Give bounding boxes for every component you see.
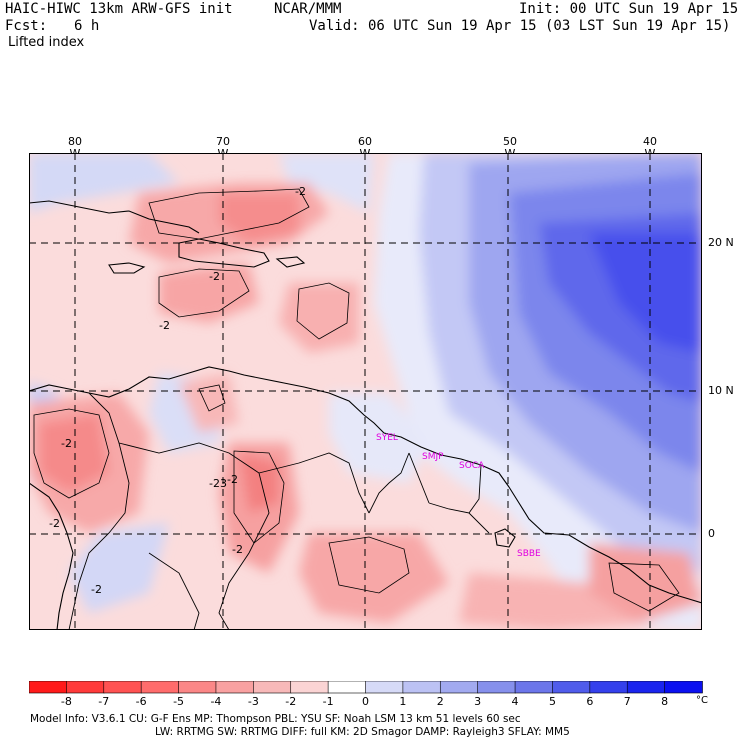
contour-label: -2 — [295, 185, 306, 198]
station-sbbe: SBBE — [517, 549, 541, 559]
color-swatch — [589, 681, 629, 694]
color-scale-tick: 8 — [661, 695, 668, 708]
puerto-rico-coast — [275, 256, 306, 268]
lat-label-10n: 10 N — [708, 384, 734, 397]
color-scale-tick: 5 — [549, 695, 556, 708]
model-info-line-1: Model Info: V3.6.1 CU: G-F Ens MP: Thomp… — [30, 713, 521, 725]
contour-label: -2 — [159, 319, 170, 332]
forecast-label: Fcst: — [5, 18, 48, 34]
contour-label: -2 — [209, 270, 220, 283]
color-scale-tick: -5 — [173, 695, 184, 708]
color-swatch — [29, 681, 68, 694]
color-scale-tick: -4 — [210, 695, 221, 708]
color-scale-unit: °C — [696, 695, 708, 706]
coastlines — [29, 200, 702, 630]
color-scale-tick: 1 — [399, 695, 406, 708]
hispaniola-coast — [178, 238, 270, 268]
map-border — [29, 153, 702, 630]
lat-label-20n: 20 N — [708, 236, 734, 249]
color-scale: -8 -7 -6 -5 -4 -3 -2 -1 0 1 2 3 4 5 6 7 8 °C — [29, 681, 708, 708]
station-smjp: SMJP — [422, 452, 444, 462]
color-scale-tick: -7 — [98, 695, 109, 708]
color-swatch — [552, 681, 591, 694]
organization-label: NCAR/MMM — [274, 1, 342, 17]
color-swatch — [140, 681, 180, 694]
color-swatch — [439, 681, 479, 694]
contour-label: -2 — [61, 437, 72, 450]
color-swatch — [477, 681, 516, 694]
forecast-hour: 6 h — [74, 18, 100, 34]
contour-label: -2 — [91, 583, 102, 596]
south-america-coast — [29, 366, 702, 604]
contour-label: -2 — [49, 517, 60, 530]
valid-time: Valid: 06 UTC Sun 19 Apr 15 (03 LST Sun … — [309, 18, 731, 34]
color-scale-tick: 2 — [437, 695, 444, 708]
color-swatch — [253, 681, 292, 694]
color-scale-tick: -6 — [136, 695, 147, 708]
jamaica-coast — [108, 262, 146, 274]
color-swatch — [402, 681, 442, 694]
contour-lines — [33, 188, 680, 612]
color-swatch — [327, 681, 367, 694]
field-name: Lifted index — [8, 35, 85, 50]
color-swatch — [66, 681, 105, 694]
model-info-line-2: LW: RRTMG SW: RRTMG DIFF: full KM: 2D Sm… — [155, 726, 570, 738]
color-swatch — [290, 681, 329, 694]
color-swatch — [103, 681, 142, 694]
color-swatch — [664, 681, 703, 694]
color-scale-tick: -2 — [285, 695, 296, 708]
lat-lon-grid — [29, 153, 702, 630]
color-swatch — [365, 681, 404, 694]
contour-label: -23 — [209, 477, 227, 490]
color-scale-tick: -1 — [323, 695, 334, 708]
color-scale-tick: 4 — [512, 695, 519, 708]
color-swatch — [626, 681, 666, 694]
borders — [68, 392, 490, 630]
cuba-coast — [29, 200, 200, 234]
color-scale-tick: 3 — [474, 695, 481, 708]
model-title: HAIC-HIWC 13km ARW-GFS init — [5, 1, 233, 17]
lifted-index-map: -2 -2 -2 -2 -2 -2 -23 -2 -2 SYEL SMJP SO… — [29, 153, 702, 630]
pacific-coast — [29, 482, 74, 630]
contour-label: -2 — [227, 473, 238, 486]
color-scale-tick: -8 — [61, 695, 72, 708]
color-scale-tick: -3 — [248, 695, 259, 708]
contour-label: -2 — [232, 543, 243, 556]
color-swatch — [215, 681, 255, 694]
station-syel: SYEL — [376, 433, 398, 443]
station-soca: SOCA — [459, 461, 485, 471]
color-scale-tick: 6 — [586, 695, 593, 708]
color-swatch — [178, 681, 217, 694]
init-time: Init: 00 UTC Sun 19 Apr 15 — [519, 1, 739, 17]
color-scale-tick: 7 — [624, 695, 631, 708]
marajo-island — [494, 528, 516, 548]
color-swatch — [514, 681, 554, 694]
color-scale-tick: 0 — [362, 695, 369, 708]
lat-label-0: 0 — [708, 527, 715, 540]
